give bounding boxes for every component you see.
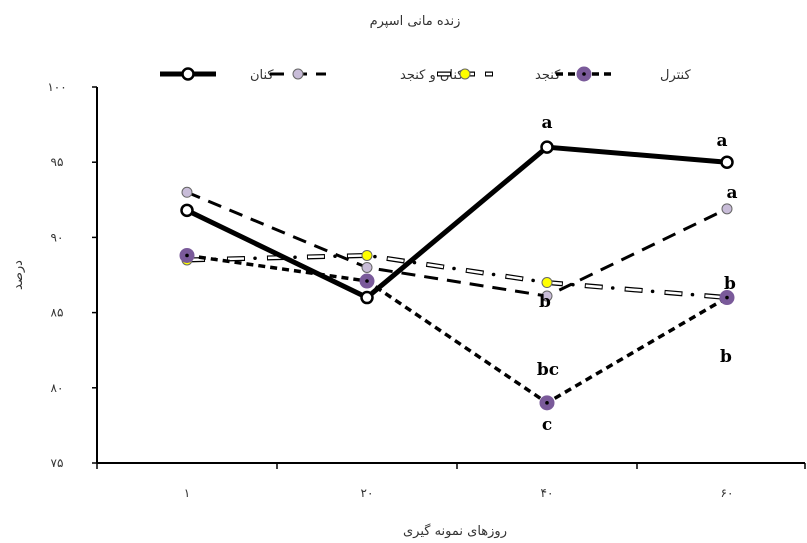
legend-marker: [181, 67, 195, 81]
series-3: [179, 247, 735, 411]
legend-marker-center: [582, 72, 586, 76]
x-tick-label: ۲۰: [361, 486, 374, 500]
series-line-dots: [185, 253, 729, 300]
significance-label: b: [724, 274, 736, 294]
significance-label: bc: [537, 360, 559, 380]
series-1: [181, 186, 733, 302]
legend-item: کنجد: [437, 68, 561, 83]
data-point-center: [725, 295, 729, 300]
data-point: [180, 203, 194, 218]
legend: کنان کنان و کنجد کنجد کنترل: [160, 66, 691, 83]
significance-label: c: [542, 415, 552, 435]
axes: ۷۵ ۸۰ ۸۵ ۹۰ ۹۵ ۱۰۰ ۱ ۲۰ ۴۰ ۶۰: [47, 80, 806, 500]
y-tick-label: ۱۰۰: [47, 80, 66, 94]
significance-label: a: [716, 131, 727, 151]
data-point: [361, 249, 373, 261]
y-tick-label: ۸۵: [51, 306, 64, 320]
significance-label: b: [539, 292, 551, 312]
series-2: [181, 249, 733, 304]
data-point-center: [185, 253, 189, 258]
data-point: [541, 290, 553, 302]
data-point: [720, 155, 734, 169]
data-point-center: [365, 279, 369, 283]
legend-label: کنجد: [535, 68, 561, 83]
y-tick-label: ۹۵: [51, 155, 64, 169]
series-line: [186, 253, 728, 405]
data-point: [361, 261, 373, 273]
x-tick-label: ۱: [184, 486, 190, 500]
significance-label: a: [541, 113, 552, 133]
data-point-center: [545, 401, 549, 405]
significance-label: b: [720, 347, 732, 367]
data-point: [540, 140, 554, 154]
x-tick-label: ۴۰: [541, 486, 554, 500]
y-tick-label: ۷۵: [51, 456, 64, 470]
data-point: [721, 203, 733, 215]
legend-label: کنان و کنجد: [400, 68, 464, 83]
data-point: [181, 186, 193, 198]
series-0: [180, 140, 734, 305]
chart-title: زنده مانی اسپرم: [370, 14, 461, 29]
legend-label: کنترل: [660, 68, 691, 83]
series-line-outline: [186, 252, 728, 301]
legend-marker: [292, 68, 304, 80]
significance-label: a: [726, 183, 737, 203]
data-point: [360, 290, 374, 305]
series-line: [186, 190, 728, 298]
y-tick-label: ۹۰: [51, 230, 64, 244]
y-axis-label: درصد: [11, 260, 26, 290]
legend-marker: [459, 68, 471, 80]
data-point: [541, 277, 553, 289]
x-tick-label: ۶۰: [721, 486, 734, 500]
series-line: [185, 144, 728, 301]
legend-item: کنترل: [556, 66, 691, 83]
x-axis-label: روزهای نمونه گیری: [403, 523, 507, 539]
series-line: [186, 254, 728, 299]
legend-item: کنان: [160, 67, 274, 83]
legend-item: کنان و کنجد: [270, 68, 464, 83]
y-tick-label: ۸۰: [51, 381, 64, 395]
legend-label: کنان: [250, 68, 274, 83]
